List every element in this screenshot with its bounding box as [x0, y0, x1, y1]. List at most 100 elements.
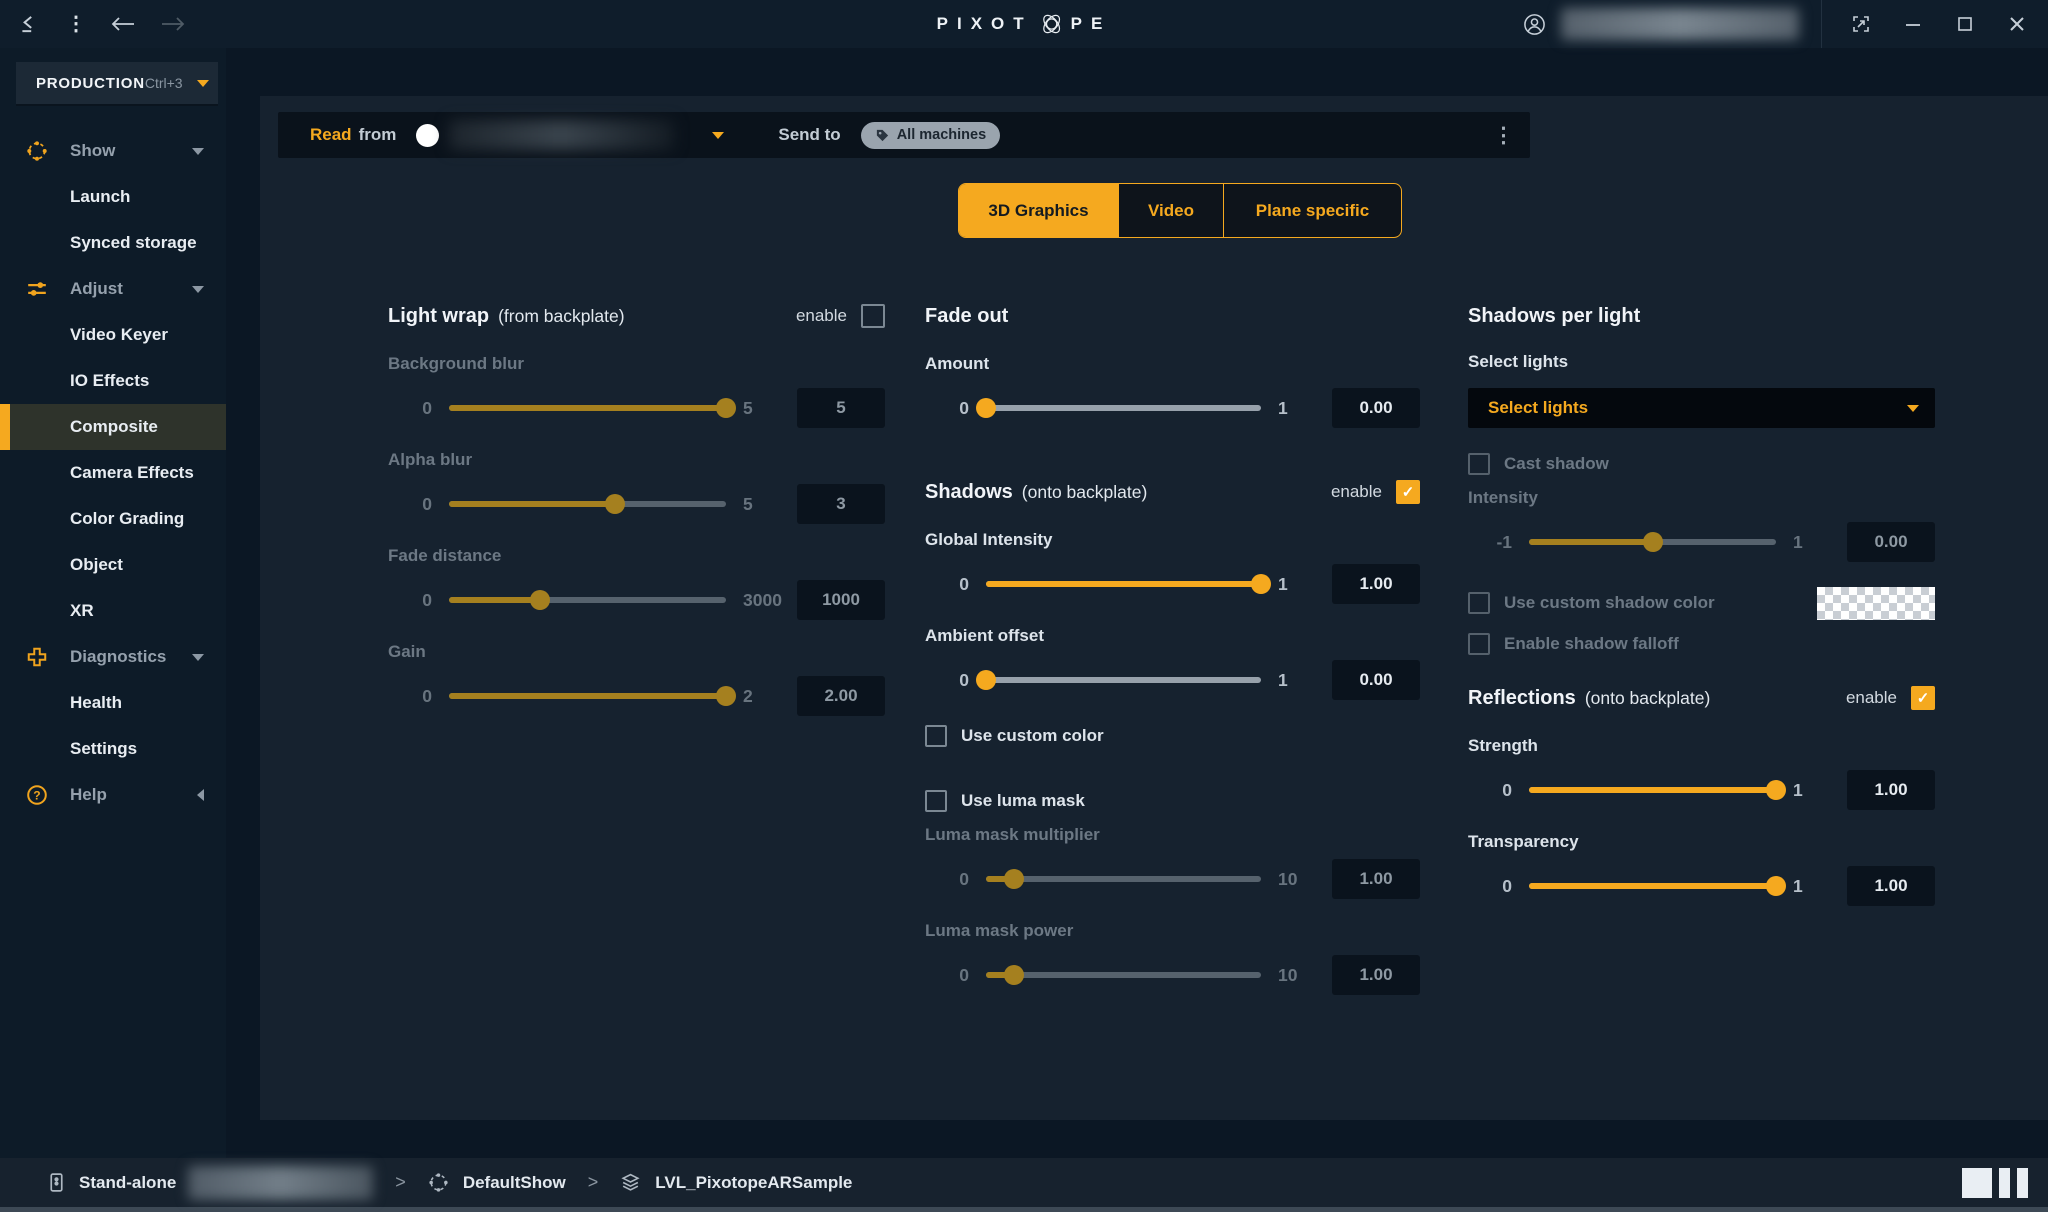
sidebar-item-show[interactable]: Show	[0, 128, 226, 174]
back-icon[interactable]	[110, 11, 136, 37]
slider-handle[interactable]	[1251, 574, 1271, 594]
slider-handle[interactable]	[1003, 869, 1024, 889]
slider-handle[interactable]	[716, 686, 736, 706]
luma-mask-power-value-field[interactable]: 1.00	[1332, 955, 1420, 995]
maximize-icon[interactable]	[1952, 11, 1978, 37]
ambient-offset-value-field[interactable]: 0.00	[1332, 660, 1420, 700]
slider-rail	[986, 876, 1261, 882]
slider-handle[interactable]	[605, 494, 626, 514]
slider-handle[interactable]	[1766, 876, 1786, 896]
sidebar-item-composite[interactable]: Composite	[0, 404, 226, 450]
fade-distance-value-field[interactable]: 1000	[797, 580, 885, 620]
amount-value-field[interactable]: 0.00	[1332, 388, 1420, 428]
slider-handle[interactable]	[530, 590, 551, 610]
sidebar-item-object[interactable]: Object	[0, 542, 226, 588]
shadow-color-swatch[interactable]	[1817, 586, 1935, 620]
slider-handle[interactable]	[976, 398, 996, 418]
strength-value-field[interactable]: 1.00	[1847, 770, 1935, 810]
forward-icon[interactable]	[160, 11, 186, 37]
transparency-slider[interactable]	[1529, 866, 1786, 906]
slider-handle[interactable]	[1766, 780, 1786, 800]
control-label: Luma mask power	[925, 921, 1074, 940]
slider-max-label: 5	[743, 397, 753, 418]
slider-max-label: 5	[743, 493, 753, 514]
mode-selector[interactable]: PRODUCTION Ctrl+3	[16, 62, 218, 104]
sidebar-item-synced-storage[interactable]: Synced storage	[0, 220, 226, 266]
sidebar-item-settings[interactable]: Settings	[0, 726, 226, 772]
luma-mask-multiplier-value-field[interactable]: 1.00	[1332, 859, 1420, 899]
sidebar-item-health[interactable]: Health	[0, 680, 226, 726]
machine-status-dot	[416, 123, 440, 147]
tab-3d-graphics[interactable]: 3D Graphics	[959, 184, 1118, 237]
global-intensity-slider[interactable]	[986, 564, 1271, 604]
breadcrumb-level-name[interactable]: LVL_PixotopeARSample	[655, 1172, 853, 1192]
layout-main-panel-button[interactable]	[1962, 1167, 1992, 1198]
slider-handle[interactable]	[976, 670, 996, 690]
tab-plane-specific[interactable]: Plane specific	[1223, 184, 1401, 237]
tab-video[interactable]: Video	[1118, 184, 1223, 237]
layout-side-panel-button[interactable]	[2017, 1167, 2028, 1198]
luma-mask-power-slider[interactable]	[986, 955, 1261, 995]
transparency-value-field[interactable]: 1.00	[1847, 866, 1935, 906]
ambient-offset-slider[interactable]	[976, 660, 1261, 700]
intensity-value-field[interactable]: 0.00	[1847, 522, 1935, 562]
layout-split-panel-button[interactable]	[1999, 1167, 2010, 1198]
sidebar-item-color-grading[interactable]: Color Grading	[0, 496, 226, 542]
gain-value-field[interactable]: 2.00	[797, 676, 885, 716]
context-label[interactable]: Stand-alone	[79, 1172, 177, 1192]
collapse-sidebar-icon[interactable]	[16, 11, 42, 37]
sidebar-item-help[interactable]: ? Help	[0, 772, 226, 818]
strength-slider[interactable]	[1529, 770, 1786, 810]
sidebar-item-launch[interactable]: Launch	[0, 174, 226, 220]
sidebar-item-io-effects[interactable]: IO Effects	[0, 358, 226, 404]
sidebar-item-video-keyer[interactable]: Video Keyer	[0, 312, 226, 358]
fade-out-title-row: Fade out	[925, 300, 1420, 332]
reflections-enable-checkbox[interactable]	[1911, 686, 1935, 710]
checkbox-label: Use custom color	[961, 726, 1104, 745]
intensity-slider[interactable]	[1529, 522, 1776, 562]
use-custom-shadow-color-checkbox[interactable]	[1468, 592, 1490, 614]
slider-row: 0 1 1.00	[1468, 866, 1935, 906]
slider-handle[interactable]	[1642, 532, 1663, 552]
sidebar-item-label: Color Grading	[70, 509, 185, 528]
background-blur-slider[interactable]	[449, 388, 736, 428]
amount-slider[interactable]	[976, 388, 1261, 428]
breadcrumb-show-name[interactable]: DefaultShow	[462, 1172, 566, 1192]
use-custom-color-checkbox[interactable]	[925, 725, 947, 747]
fade-distance-slider[interactable]	[449, 580, 726, 620]
use-luma-mask-checkbox[interactable]	[925, 790, 947, 812]
alpha-blur-slider[interactable]	[449, 484, 726, 524]
chevron-down-icon[interactable]	[712, 131, 725, 139]
alpha-blur-value-field[interactable]: 3	[797, 484, 885, 524]
sidebar-item-diagnostics[interactable]: Diagnostics	[0, 634, 226, 680]
global-intensity-value-field[interactable]: 1.00	[1332, 564, 1420, 604]
luma-mask-multiplier-slider[interactable]	[986, 859, 1261, 899]
user-account-icon[interactable]	[1521, 11, 1547, 37]
help-icon: ?	[26, 784, 48, 806]
control-label: Strength	[1468, 736, 1538, 755]
slider-fill	[449, 501, 616, 507]
slider-rail	[986, 972, 1261, 978]
minimize-icon[interactable]	[1900, 11, 1926, 37]
sidebar-item-adjust[interactable]: Adjust	[0, 266, 226, 312]
shadows-enable-checkbox[interactable]	[1396, 480, 1420, 504]
slider-handle[interactable]	[1003, 965, 1024, 985]
close-icon[interactable]	[2004, 11, 2030, 37]
shadows-per-light-section: Shadows per light Select lights Select li…	[1468, 300, 1935, 906]
sidebar-item-camera-effects[interactable]: Camera Effects	[0, 450, 226, 496]
fullscreen-icon[interactable]	[1848, 11, 1874, 37]
background-blur-value-field[interactable]: 5	[797, 388, 885, 428]
select-lights-dropdown[interactable]: Select lights	[1468, 388, 1935, 428]
sidebar: PRODUCTION Ctrl+3 Show Launch Synced stora…	[0, 48, 226, 1158]
cast-shadow-checkbox[interactable]	[1468, 453, 1490, 475]
luma-mask-power-control: Luma mask power 0 10 1.00	[925, 921, 1420, 995]
enable-shadow-falloff-checkbox[interactable]	[1468, 633, 1490, 655]
light-wrap-enable-checkbox[interactable]	[861, 304, 885, 328]
kebab-menu-icon[interactable]: ⋮	[1493, 123, 1514, 147]
kebab-menu-icon[interactable]: ⋮	[66, 13, 86, 35]
read-label: Read	[310, 125, 352, 144]
gain-slider[interactable]	[449, 676, 736, 716]
all-machines-tag[interactable]: All machines	[860, 121, 1001, 149]
sidebar-item-xr[interactable]: XR	[0, 588, 226, 634]
slider-handle[interactable]	[716, 398, 736, 418]
